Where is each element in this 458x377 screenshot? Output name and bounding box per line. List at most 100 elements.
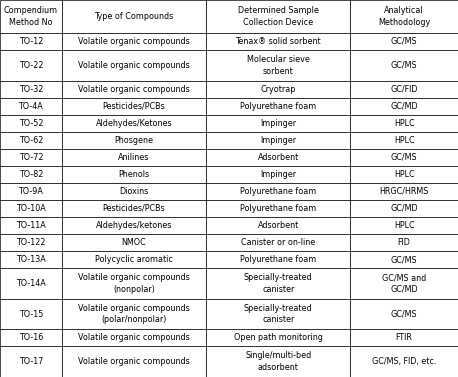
- Bar: [350, 251, 458, 268]
- Text: Impinger: Impinger: [260, 136, 296, 145]
- Bar: [62, 217, 206, 234]
- Bar: [206, 346, 350, 377]
- Text: TO-9A: TO-9A: [18, 187, 44, 196]
- Bar: [62, 200, 206, 217]
- Text: TO-22: TO-22: [19, 61, 43, 70]
- Text: Volatile organic compounds: Volatile organic compounds: [78, 357, 190, 366]
- Text: Phosgene: Phosgene: [114, 136, 153, 145]
- Bar: [350, 0, 458, 33]
- Bar: [350, 346, 458, 377]
- Text: TO-82: TO-82: [19, 170, 43, 179]
- Bar: [0, 251, 62, 268]
- Text: Polyurethane foam: Polyurethane foam: [240, 187, 316, 196]
- Bar: [0, 217, 62, 234]
- Text: Volatile organic compounds: Volatile organic compounds: [78, 84, 190, 93]
- Text: Determined Sample
Collection Device: Determined Sample Collection Device: [238, 6, 319, 27]
- Bar: [0, 299, 62, 329]
- Bar: [206, 98, 350, 115]
- Bar: [0, 98, 62, 115]
- Bar: [350, 217, 458, 234]
- Bar: [206, 132, 350, 149]
- Text: Adsorbent: Adsorbent: [257, 153, 299, 162]
- Bar: [62, 251, 206, 268]
- Text: TO-32: TO-32: [19, 84, 43, 93]
- Bar: [350, 200, 458, 217]
- Text: HPLC: HPLC: [394, 221, 414, 230]
- Bar: [62, 81, 206, 98]
- Bar: [350, 268, 458, 299]
- Text: FTIR: FTIR: [396, 333, 413, 342]
- Text: TO-10A: TO-10A: [16, 204, 46, 213]
- Text: TO-15: TO-15: [19, 310, 43, 319]
- Bar: [206, 299, 350, 329]
- Text: TO-11A: TO-11A: [16, 221, 46, 230]
- Bar: [0, 268, 62, 299]
- Bar: [62, 115, 206, 132]
- Text: Single/multi-bed
adsorbent: Single/multi-bed adsorbent: [245, 351, 311, 372]
- Text: TO-16: TO-16: [19, 333, 43, 342]
- Text: Pesticides/PCBs: Pesticides/PCBs: [103, 102, 165, 111]
- Text: GC/FID: GC/FID: [390, 84, 418, 93]
- Text: Analytical
Methodology: Analytical Methodology: [378, 6, 431, 27]
- Bar: [0, 346, 62, 377]
- Bar: [0, 183, 62, 200]
- Text: Open path monitoring: Open path monitoring: [234, 333, 323, 342]
- Text: TO-17: TO-17: [19, 357, 43, 366]
- Bar: [350, 98, 458, 115]
- Bar: [62, 346, 206, 377]
- Text: Molecular sieve
sorbent: Molecular sieve sorbent: [247, 55, 310, 76]
- Bar: [0, 166, 62, 183]
- Bar: [62, 132, 206, 149]
- Text: TO-13A: TO-13A: [16, 255, 46, 264]
- Bar: [350, 50, 458, 81]
- Bar: [350, 149, 458, 166]
- Bar: [62, 183, 206, 200]
- Bar: [206, 329, 350, 346]
- Text: GC/MS and
GC/MD: GC/MS and GC/MD: [382, 273, 426, 294]
- Bar: [0, 0, 62, 33]
- Text: Specially-treated
canister: Specially-treated canister: [244, 273, 312, 294]
- Bar: [0, 234, 62, 251]
- Text: GC/MS: GC/MS: [391, 255, 418, 264]
- Text: Volatile organic compounds: Volatile organic compounds: [78, 61, 190, 70]
- Bar: [62, 166, 206, 183]
- Text: GC/MS, FID, etc.: GC/MS, FID, etc.: [372, 357, 436, 366]
- Bar: [206, 166, 350, 183]
- Text: FID: FID: [398, 238, 411, 247]
- Text: TO-12: TO-12: [19, 37, 43, 46]
- Bar: [206, 268, 350, 299]
- Bar: [206, 81, 350, 98]
- Text: Type of Compounds: Type of Compounds: [94, 12, 174, 21]
- Text: TO-62: TO-62: [19, 136, 43, 145]
- Text: Impinger: Impinger: [260, 170, 296, 179]
- Bar: [350, 115, 458, 132]
- Bar: [350, 81, 458, 98]
- Bar: [350, 299, 458, 329]
- Bar: [0, 329, 62, 346]
- Text: Canister or on-line: Canister or on-line: [241, 238, 316, 247]
- Bar: [0, 132, 62, 149]
- Bar: [0, 33, 62, 50]
- Text: TO-52: TO-52: [19, 119, 43, 128]
- Bar: [206, 200, 350, 217]
- Text: Adsorbent: Adsorbent: [257, 221, 299, 230]
- Bar: [206, 115, 350, 132]
- Text: GC/MD: GC/MD: [390, 204, 418, 213]
- Bar: [350, 183, 458, 200]
- Text: NMOC: NMOC: [121, 238, 147, 247]
- Text: Phenols: Phenols: [119, 170, 149, 179]
- Text: GC/MS: GC/MS: [391, 310, 418, 319]
- Bar: [350, 33, 458, 50]
- Text: GC/MS: GC/MS: [391, 37, 418, 46]
- Bar: [62, 299, 206, 329]
- Text: GC/MS: GC/MS: [391, 61, 418, 70]
- Bar: [62, 50, 206, 81]
- Bar: [206, 0, 350, 33]
- Text: HPLC: HPLC: [394, 119, 414, 128]
- Bar: [0, 200, 62, 217]
- Text: TO-4A: TO-4A: [18, 102, 44, 111]
- Text: Polyurethane foam: Polyurethane foam: [240, 255, 316, 264]
- Bar: [0, 81, 62, 98]
- Bar: [0, 50, 62, 81]
- Bar: [350, 132, 458, 149]
